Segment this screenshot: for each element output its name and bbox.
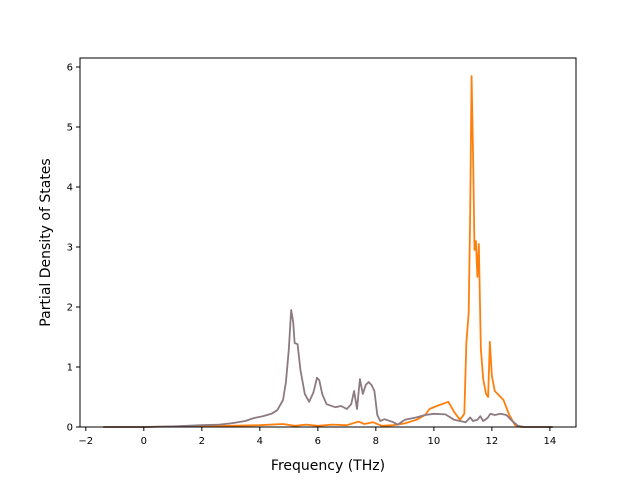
x-tick-label: 0 bbox=[141, 436, 147, 447]
y-tick-label: 5 bbox=[67, 123, 73, 134]
x-tick-label: −2 bbox=[78, 436, 93, 447]
plot-frame bbox=[79, 57, 577, 428]
y-axis-label: Partial Density of States bbox=[38, 158, 54, 326]
y-tick-label: 0 bbox=[67, 423, 73, 434]
y-tick-label: 3 bbox=[67, 243, 73, 254]
y-tick-label: 1 bbox=[67, 363, 73, 374]
x-tick-label: 6 bbox=[315, 436, 321, 447]
x-tick-label: 14 bbox=[544, 436, 557, 447]
x-tick-label: 12 bbox=[486, 436, 499, 447]
y-tick-label: 6 bbox=[67, 63, 73, 74]
series-layer bbox=[103, 75, 553, 428]
series-line-2 bbox=[103, 309, 553, 428]
x-tick-label: 10 bbox=[428, 436, 441, 447]
x-tick-label: 4 bbox=[257, 436, 263, 447]
x-tick-label: 2 bbox=[199, 436, 205, 447]
x-axis-label: Frequency (THz) bbox=[271, 458, 385, 474]
y-tick-label: 4 bbox=[67, 183, 73, 194]
series-line-1 bbox=[103, 75, 553, 428]
x-axis-ticks: −2 0 2 4 6 8 10 12 14 bbox=[78, 427, 556, 447]
y-tick-label: 2 bbox=[67, 303, 73, 314]
x-tick-label: 8 bbox=[373, 436, 379, 447]
y-axis-ticks: 0 1 2 3 4 5 6 bbox=[67, 63, 80, 434]
